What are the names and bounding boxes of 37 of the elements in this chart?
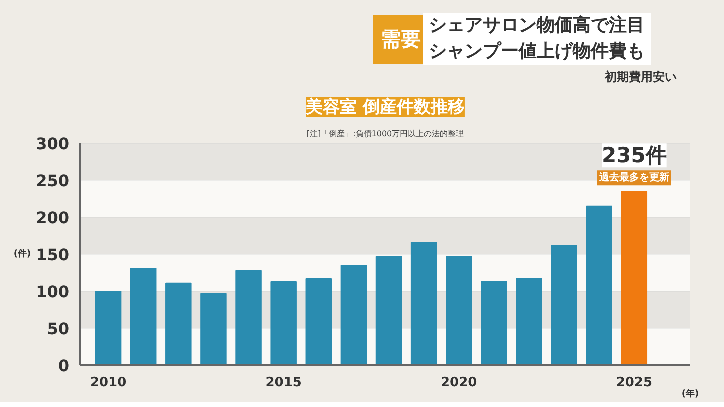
- text: 初期費用安い: [605, 69, 677, 86]
- bar: [621, 191, 648, 366]
- annotation: 235件: [602, 144, 667, 168]
- x-tick-label: 2010: [90, 376, 127, 390]
- bar: [166, 282, 192, 366]
- x-tick-label: 2015: [266, 376, 302, 390]
- bar: [130, 268, 157, 366]
- bar: [586, 206, 612, 366]
- y-tick-label: 300: [36, 134, 70, 154]
- y-tick-label: 50: [47, 320, 70, 338]
- bar: [95, 291, 122, 366]
- x-tick-label: 2020: [441, 376, 478, 390]
- x-tick-label: 2025: [616, 376, 653, 390]
- bar: [340, 265, 368, 366]
- bar: [200, 293, 227, 366]
- bar: [516, 278, 542, 366]
- y-axis-title: (件): [14, 248, 32, 260]
- chart-title: 美容室 倒産件数推移: [305, 98, 465, 118]
- bar: [236, 270, 262, 366]
- y-tick-label: 200: [36, 208, 70, 228]
- bar: [270, 281, 297, 366]
- text: シェアサロン物価高で注目: [423, 13, 651, 39]
- bar: [376, 256, 402, 366]
- bar: [306, 278, 332, 366]
- chart-subtitle: [注]「倒産」:負債1000万円以上の法的整理: [306, 130, 464, 138]
- text: 需要: [373, 15, 429, 64]
- bar: [551, 245, 578, 366]
- annotation: 過去最多を更新: [598, 172, 670, 184]
- x-axis-title: (年): [682, 388, 700, 400]
- y-tick-label: 100: [36, 282, 70, 302]
- text: シャンプー値上げ物件費も: [423, 39, 651, 65]
- bar: [410, 242, 438, 366]
- y-tick-label: 150: [36, 246, 70, 264]
- bar: [481, 281, 508, 366]
- y-tick-label: 250: [36, 172, 70, 190]
- y-tick-label: 0: [58, 356, 70, 376]
- bar: [446, 256, 472, 366]
